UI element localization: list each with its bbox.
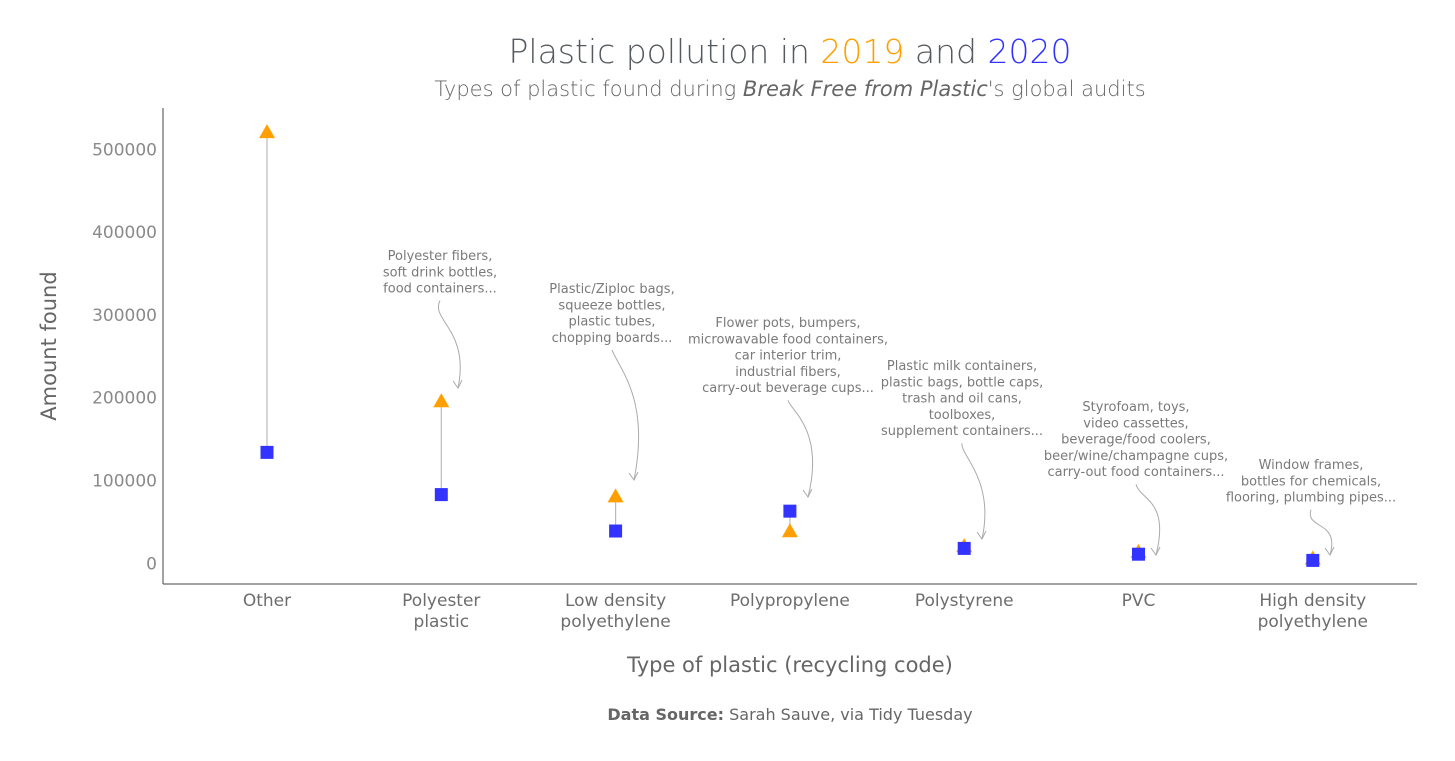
square-point-2020 — [609, 524, 623, 538]
svg-text:Data Source: Sarah Sauve, via: Data Source: Sarah Sauve, via Tidy Tuesd… — [607, 705, 972, 724]
annotation-arrowhead — [976, 530, 987, 540]
y-axis-title: Amount found — [37, 271, 61, 420]
title-in: in — [769, 32, 820, 71]
annotation-arrow — [961, 443, 986, 540]
annotation-text: food containers... — [383, 282, 497, 297]
annotation-text: beverage/food coolers, — [1061, 433, 1211, 448]
triangle-point-2019 — [607, 488, 624, 503]
annotation-text: Window frames, — [1259, 458, 1364, 473]
x-axis-title: Type of plastic (recycling code) — [626, 653, 953, 677]
x-tick-label: High density — [1259, 591, 1366, 611]
annotation-arrowhead — [452, 379, 463, 389]
square-point-2020 — [783, 504, 797, 518]
x-tick-label: PVC — [1122, 591, 1156, 611]
annotation-text: Polyester fibers, — [388, 249, 493, 264]
annotation-arrow — [787, 400, 814, 498]
annotation-text: microwavable food containers, — [688, 332, 888, 347]
annotation-arrowhead — [1150, 546, 1161, 556]
svg-text:Types of plastic found during: Types of plastic found during Break Free… — [434, 77, 1145, 101]
chart-title: Plastic pollution in 2019 and 2020 — [509, 32, 1072, 71]
annotation-text: plastic bags, bottle caps, — [881, 375, 1044, 390]
annotation-text: plastic tubes, — [568, 315, 655, 330]
x-tick-label: polyethylene — [560, 612, 670, 632]
square-point-2020 — [957, 541, 971, 555]
x-tick-label: Low density — [565, 591, 666, 611]
annotation-arrow — [1135, 484, 1161, 556]
x-tick-label: Other — [243, 591, 291, 611]
annotation-text: Styrofoam, toys, — [1082, 400, 1189, 415]
annotation-text: soft drink bottles, — [383, 265, 497, 280]
annotation-text: Plastic/Ziploc bags, — [549, 282, 674, 297]
triangle-point-2019 — [781, 523, 798, 538]
annotation-text: industrial fibers, — [735, 365, 841, 380]
square-point-2020 — [1306, 553, 1320, 567]
x-tick-label: Polystyrene — [915, 591, 1014, 611]
annotation-text: chopping boards... — [552, 331, 673, 346]
svg-text:Plastic pollution in 2019 and: Plastic pollution in 2019 and 2020 — [509, 32, 1072, 71]
annotation-text: Flower pots, bumpers, — [715, 316, 860, 331]
annotation-text: trash and oil cans, — [902, 392, 1022, 407]
annotation-text: carry-out food containers... — [1047, 465, 1224, 480]
y-tick-label: 500000 — [92, 140, 157, 160]
y-tick-label: 0 — [146, 554, 157, 574]
x-tick-label: polyethylene — [1258, 612, 1368, 632]
y-tick-label: 100000 — [92, 472, 157, 492]
x-tick-label: Polyester — [402, 591, 480, 611]
square-point-2020 — [434, 488, 448, 502]
annotation-text: supplement containers... — [881, 424, 1043, 439]
triangle-point-2019 — [259, 124, 275, 139]
title-year-2020: 2020 — [987, 32, 1071, 71]
annotation-arrowhead — [628, 471, 639, 481]
square-point-2020 — [1132, 547, 1145, 561]
annotation-text: squeeze bottles, — [558, 298, 665, 313]
annotation-arrowhead — [802, 488, 813, 498]
data-source-label: Data Source: — [607, 705, 724, 724]
annotation-text: video cassettes, — [1083, 416, 1188, 431]
annotation-text: Plastic milk containers, — [887, 359, 1037, 374]
annotation-text: car interior trim, — [735, 349, 842, 364]
annotation-arrow — [1309, 509, 1333, 556]
annotation-arrowhead — [1324, 546, 1335, 556]
y-tick-label: 200000 — [92, 389, 157, 409]
title-text: Plastic pollution — [509, 32, 770, 71]
annotation-arrow — [437, 300, 461, 389]
plot-area: 0 100000 200000 300000 400000 500000 Other Poly… — [92, 124, 1396, 632]
subtitle-end: 's global audits — [988, 77, 1146, 101]
chart-subtitle: Types of plastic found during Break Free… — [434, 77, 1145, 101]
x-tick-label: plastic — [414, 612, 470, 632]
subtitle-italic: Break Free from Plastic — [743, 77, 988, 101]
subtitle-text: Types of plastic found during — [434, 77, 743, 101]
annotation-arrow — [611, 349, 640, 481]
triangle-point-2019 — [433, 393, 450, 408]
annotation-text: toolboxes, — [929, 408, 996, 423]
title-year-2019: 2019 — [820, 32, 904, 71]
annotation-text: flooring, plumbing pipes... — [1226, 491, 1396, 506]
data-source: Data Source: Sarah Sauve, via Tidy Tuesd… — [607, 705, 972, 724]
annotation-text: carry-out beverage cups... — [702, 381, 874, 396]
data-source-text: Sarah Sauve, via Tidy Tuesday — [724, 705, 973, 724]
y-tick-label: 300000 — [92, 306, 157, 326]
annotation-text: beer/wine/champagne cups, — [1044, 449, 1228, 464]
annotation-text: bottles for chemicals, — [1241, 474, 1381, 489]
x-tick-label: Polypropylene — [730, 591, 850, 611]
y-tick-label: 400000 — [92, 223, 157, 243]
title-and: and — [904, 32, 987, 71]
square-point-2020 — [260, 445, 274, 459]
